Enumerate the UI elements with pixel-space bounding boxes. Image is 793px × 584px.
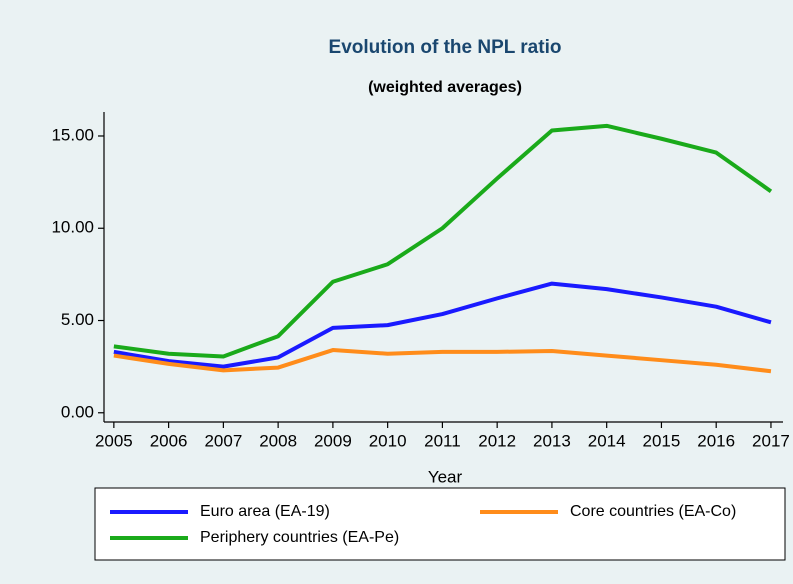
x-tick-label: 2013	[533, 431, 571, 450]
x-tick-label: 2009	[314, 431, 352, 450]
y-tick-label: 5.00	[61, 310, 94, 329]
legend-label: Periphery countries (EA-Pe)	[200, 529, 399, 546]
x-tick-label: 2007	[204, 431, 242, 450]
y-tick-label: 15.00	[51, 125, 94, 144]
y-tick-label: 0.00	[61, 402, 94, 421]
x-axis-label: Year	[428, 467, 463, 486]
series-line	[113, 348, 772, 374]
chart-title: Evolution of the NPL ratio	[329, 37, 562, 58]
series-line	[113, 123, 773, 359]
legend-label: Euro area (EA-19)	[200, 503, 330, 520]
x-tick-label: 2014	[588, 431, 626, 450]
x-tick-label: 2011	[424, 431, 461, 450]
legend-box	[94, 487, 786, 561]
chart-subtitle: (weighted averages)	[368, 79, 522, 96]
y-tick-label: 10.00	[51, 218, 94, 237]
x-tick-label: 2006	[150, 431, 188, 450]
x-tick-label: 2015	[643, 431, 681, 450]
x-tick-label: 2012	[478, 431, 516, 450]
x-tick-label: 2005	[95, 431, 133, 450]
series-line	[113, 281, 772, 369]
x-tick-label: 2008	[259, 431, 297, 450]
x-tick-label: 2016	[697, 431, 735, 450]
x-tick-label: 2017	[752, 431, 790, 450]
x-tick-label: 2010	[369, 431, 407, 450]
legend-label: Core countries (EA-Co)	[570, 503, 736, 520]
